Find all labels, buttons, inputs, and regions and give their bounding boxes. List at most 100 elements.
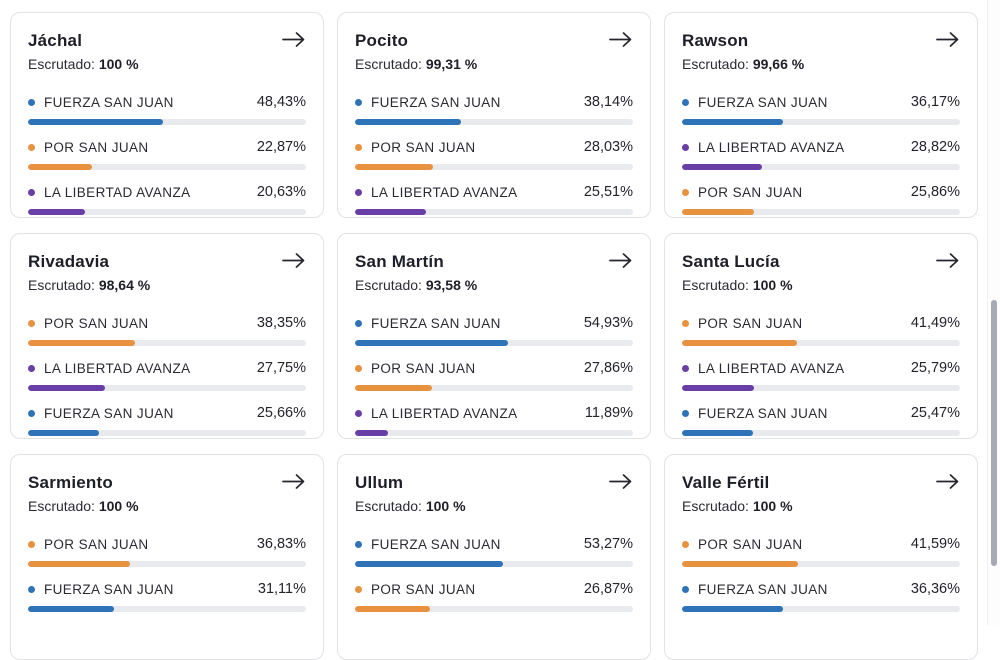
escrutado-value: 100 % (98, 56, 139, 72)
progress-bar-fill (28, 606, 115, 612)
department-detail-button[interactable] (608, 250, 633, 271)
progress-bar-fill (28, 119, 163, 125)
party-percentage: 22,87% (256, 139, 306, 155)
arrow-right-icon (282, 474, 305, 489)
party-percentage: 25,86% (910, 184, 960, 200)
party-color-dot (682, 143, 689, 151)
progress-bar-track (682, 164, 960, 170)
progress-bar-track (355, 164, 633, 170)
party-name: POR SAN JUAN (698, 184, 803, 200)
party-result-row: POR SAN JUAN 26,87% (355, 580, 633, 612)
party-percentage: 25,51% (583, 184, 633, 200)
progress-bar-track (28, 385, 306, 391)
escrutado-line: Escrutado: 100 % (682, 496, 960, 516)
results-list: POR SAN JUAN 36,83% FUERZA SAN JUAN 31,1… (28, 535, 306, 612)
party-percentage: 41,49% (910, 315, 960, 331)
scrollbar-thumb[interactable] (991, 300, 997, 566)
escrutado-value: 99,31 % (425, 56, 478, 72)
progress-bar-fill (355, 561, 504, 567)
results-grid: Jáchal Escrutado: 100 % FUERZA SAN JUAN … (10, 12, 978, 660)
party-color-dot (28, 98, 35, 106)
progress-bar-track (682, 430, 960, 436)
party-result-row: POR SAN JUAN 38,35% (28, 314, 306, 346)
party-name: LA LIBERTAD AVANZA (698, 139, 845, 155)
arrow-right-icon (609, 474, 632, 489)
progress-bar-track (682, 340, 960, 346)
party-name: FUERZA SAN JUAN (44, 581, 174, 597)
escrutado-value: 100 % (98, 498, 139, 514)
party-result-row: POR SAN JUAN 41,59% (682, 535, 960, 567)
department-detail-button[interactable] (935, 250, 960, 271)
department-card: Jáchal Escrutado: 100 % FUERZA SAN JUAN … (10, 12, 324, 218)
arrow-right-icon (936, 253, 959, 268)
department-title: Ullum (355, 473, 404, 492)
arrow-right-icon (609, 253, 632, 268)
party-percentage: 48,43% (256, 94, 306, 110)
party-name: FUERZA SAN JUAN (371, 94, 501, 110)
progress-bar-track (28, 561, 306, 567)
progress-bar-track (355, 561, 633, 567)
party-percentage: 36,17% (910, 94, 960, 110)
party-name: LA LIBERTAD AVANZA (698, 360, 845, 376)
escrutado-value: 100 % (752, 277, 793, 293)
party-percentage: 41,59% (910, 536, 960, 552)
party-color-dot (682, 319, 689, 327)
party-result-row: POR SAN JUAN 41,49% (682, 314, 960, 346)
escrutado-line: Escrutado: 100 % (682, 275, 960, 295)
party-result-row: LA LIBERTAD AVANZA 27,75% (28, 359, 306, 391)
department-detail-button[interactable] (935, 471, 960, 492)
party-result-row: FUERZA SAN JUAN 53,27% (355, 535, 633, 567)
progress-bar-fill (28, 164, 92, 170)
party-name: LA LIBERTAD AVANZA (371, 405, 518, 421)
department-card: Rivadavia Escrutado: 98,64 % POR SAN JUA… (10, 233, 324, 439)
party-name: FUERZA SAN JUAN (371, 536, 501, 552)
escrutado-label: Escrutado: (682, 498, 749, 514)
party-percentage: 31,11% (257, 581, 306, 597)
progress-bar-fill (355, 385, 433, 391)
party-percentage: 27,75% (256, 360, 306, 376)
escrutado-value: 100 % (752, 498, 793, 514)
department-detail-button[interactable] (281, 250, 306, 271)
escrutado-label: Escrutado: (28, 277, 95, 293)
department-detail-button[interactable] (608, 471, 633, 492)
progress-bar-track (682, 606, 960, 612)
department-detail-button[interactable] (281, 29, 306, 50)
progress-bar-fill (28, 430, 100, 436)
party-color-dot (682, 364, 689, 372)
party-color-dot (28, 540, 35, 548)
progress-bar-fill (682, 561, 798, 567)
party-color-dot (28, 188, 35, 196)
progress-bar-track (28, 606, 306, 612)
progress-bar-fill (28, 385, 106, 391)
party-result-row: LA LIBERTAD AVANZA 20,63% (28, 183, 306, 215)
party-result-row: FUERZA SAN JUAN 36,17% (682, 93, 960, 125)
scrollbar-track[interactable] (987, 0, 1000, 625)
party-percentage: 38,35% (256, 315, 306, 331)
party-name: FUERZA SAN JUAN (698, 405, 828, 421)
party-name: POR SAN JUAN (698, 315, 803, 331)
party-result-row: LA LIBERTAD AVANZA 11,89% (355, 404, 633, 436)
progress-bar-fill (355, 340, 508, 346)
progress-bar-track (355, 606, 633, 612)
department-detail-button[interactable] (935, 29, 960, 50)
results-list: POR SAN JUAN 41,49% LA LIBERTAD AVANZA 2… (682, 314, 960, 436)
progress-bar-track (28, 119, 306, 125)
progress-bar-fill (682, 340, 798, 346)
party-color-dot (355, 540, 362, 548)
party-percentage: 20,63% (256, 184, 306, 200)
department-card: Sarmiento Escrutado: 100 % POR SAN JUAN … (10, 454, 324, 660)
progress-bar-track (682, 561, 960, 567)
department-card: Santa Lucía Escrutado: 100 % POR SAN JUA… (664, 233, 978, 439)
progress-bar-track (682, 119, 960, 125)
escrutado-value: 98,64 % (98, 277, 151, 293)
department-detail-button[interactable] (281, 471, 306, 492)
escrutado-line: Escrutado: 99,31 % (355, 54, 633, 74)
party-color-dot (682, 188, 689, 196)
escrutado-line: Escrutado: 100 % (28, 54, 306, 74)
escrutado-label: Escrutado: (28, 498, 95, 514)
party-color-dot (28, 409, 35, 417)
department-detail-button[interactable] (608, 29, 633, 50)
progress-bar-track (355, 385, 633, 391)
results-list: POR SAN JUAN 41,59% FUERZA SAN JUAN 36,3… (682, 535, 960, 612)
department-card: Ullum Escrutado: 100 % FUERZA SAN JUAN 5… (337, 454, 651, 660)
